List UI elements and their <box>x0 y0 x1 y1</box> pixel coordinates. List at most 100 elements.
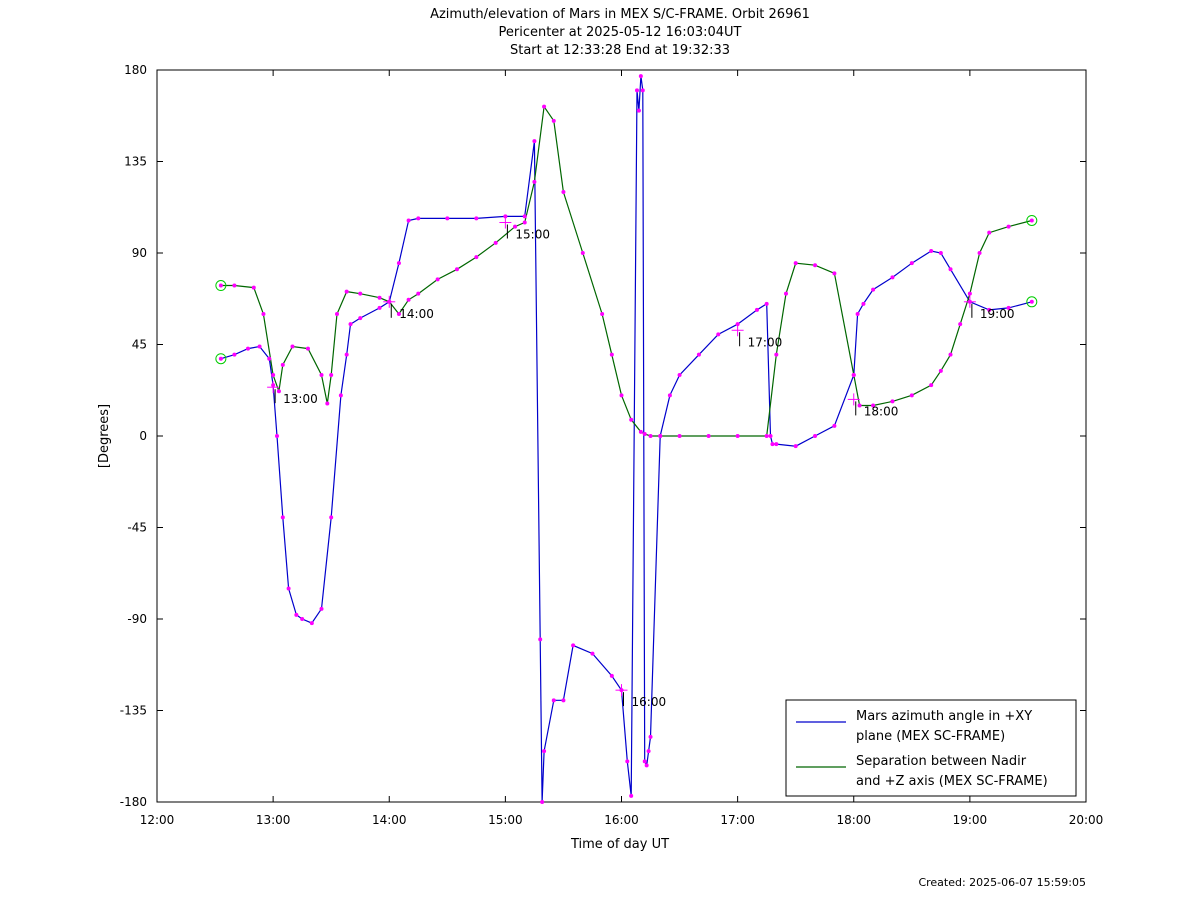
chart-title: Azimuth/elevation of Mars in MEX S/C-FRA… <box>430 7 810 58</box>
azimuth-point <box>696 352 701 357</box>
azimuth-point <box>571 643 576 648</box>
legend-separation-label-2: and +Z axis (MEX SC-FRAME) <box>856 774 1048 789</box>
separation-point <box>319 373 324 377</box>
separation-point <box>890 399 895 404</box>
azimuth-point <box>793 444 798 449</box>
title-line-1: Azimuth/elevation of Mars in MEX S/C-FRA… <box>430 7 810 22</box>
separation-point <box>276 389 281 394</box>
azimuth-point <box>735 322 740 327</box>
separation-point <box>677 434 682 438</box>
separation-point <box>532 179 537 184</box>
separation-point <box>406 297 411 302</box>
azimuth-point <box>416 216 421 221</box>
separation-point <box>987 230 992 235</box>
separation-point <box>784 291 789 296</box>
azimuth-series-line <box>220 76 1032 803</box>
separation-point <box>1006 224 1011 229</box>
separation-point <box>648 434 653 438</box>
legend-separation-label-1: Separation between Nadir <box>856 754 1027 769</box>
azimuth-point <box>406 218 411 223</box>
x-tick-label: 13:00 <box>256 813 291 827</box>
azimuth-point <box>561 698 566 703</box>
azimuth-point <box>286 586 291 591</box>
azimuth-point <box>648 734 653 739</box>
separation-point <box>218 283 223 288</box>
separation-point <box>329 373 334 377</box>
x-tick-label: 12:00 <box>140 813 175 827</box>
separation-point <box>542 104 547 109</box>
separation-point <box>271 373 276 377</box>
azimuth-point <box>890 275 895 280</box>
separation-point <box>561 190 566 194</box>
separation-point <box>513 224 518 229</box>
azimuth-point <box>532 139 537 144</box>
azimuth-point <box>503 214 508 219</box>
azimuth-point <box>267 356 272 361</box>
y-tick-label: 90 <box>132 246 147 260</box>
separation-point <box>658 434 663 438</box>
azimuth-point <box>538 637 543 642</box>
azimuth-point <box>396 261 401 266</box>
endpoint-marker <box>1026 296 1038 308</box>
y-tick-label: 180 <box>124 63 147 77</box>
separation-point <box>305 346 310 351</box>
y-tick-label: -180 <box>120 795 147 809</box>
azimuth-point <box>948 267 953 272</box>
azimuth-point <box>832 423 837 428</box>
separation-point <box>580 251 585 255</box>
y-tick-label: 45 <box>132 338 147 352</box>
azimuth-point <box>294 612 299 617</box>
hour-annotation-label: 13:00 <box>283 392 318 406</box>
hour-annotation-label: 14:00 <box>399 307 434 321</box>
azimuth-point <box>871 287 876 292</box>
hour-annotation-label: 17:00 <box>748 335 783 349</box>
separation-point <box>474 255 479 260</box>
endpoint-marker <box>1026 214 1038 226</box>
x-tick-label: 17:00 <box>720 813 755 827</box>
x-tick-label: 16:00 <box>604 813 639 827</box>
azimuth-point <box>1029 299 1034 304</box>
x-tick-label: 19:00 <box>953 813 988 827</box>
separation-point <box>813 263 818 268</box>
azimuth-point <box>861 301 866 306</box>
separation-point <box>609 352 614 357</box>
separation-point <box>280 362 285 367</box>
separation-point <box>857 403 862 408</box>
hour-annotation-label: 15:00 <box>515 228 550 242</box>
legend-box <box>785 699 1077 797</box>
created-timestamp: Created: 2025-06-07 15:59:05 <box>918 876 1086 889</box>
separation-point <box>325 401 330 406</box>
separation-point <box>832 271 837 276</box>
separation-point <box>435 277 440 282</box>
azimuth-point <box>813 434 818 438</box>
series-lines <box>220 76 1032 803</box>
azimuth-point <box>634 88 639 93</box>
y-tick-label: -45 <box>127 521 147 535</box>
azimuth-point <box>329 515 334 520</box>
hour-annotation-label: 16:00 <box>632 695 667 709</box>
azimuth-point <box>609 673 614 678</box>
azimuth-point <box>344 352 349 357</box>
azimuth-point <box>522 214 527 219</box>
y-tick-label: 0 <box>139 429 147 443</box>
azimuth-point <box>638 74 643 79</box>
azimuth-point <box>667 393 672 398</box>
separation-point <box>290 344 295 349</box>
separation-point <box>793 261 798 266</box>
separation-point <box>735 434 740 438</box>
x-tick-label: 15:00 <box>488 813 523 827</box>
azimuth-point <box>629 793 634 798</box>
separation-point <box>967 291 972 296</box>
separation-point <box>1029 218 1034 223</box>
x-axis-label: Time of day UT <box>570 837 669 852</box>
azimuth-point <box>551 698 556 703</box>
azimuth-point <box>770 442 775 447</box>
separation-point <box>522 220 527 225</box>
title-line-2: Pericenter at 2025-05-12 16:03:04UT <box>498 25 741 40</box>
y-tick-label: -90 <box>127 612 147 626</box>
separation-point <box>629 417 634 422</box>
separation-point <box>551 118 556 123</box>
separation-point <box>261 312 266 316</box>
legend-azimuth-label-1: Mars azimuth angle in +XY <box>856 709 1032 724</box>
